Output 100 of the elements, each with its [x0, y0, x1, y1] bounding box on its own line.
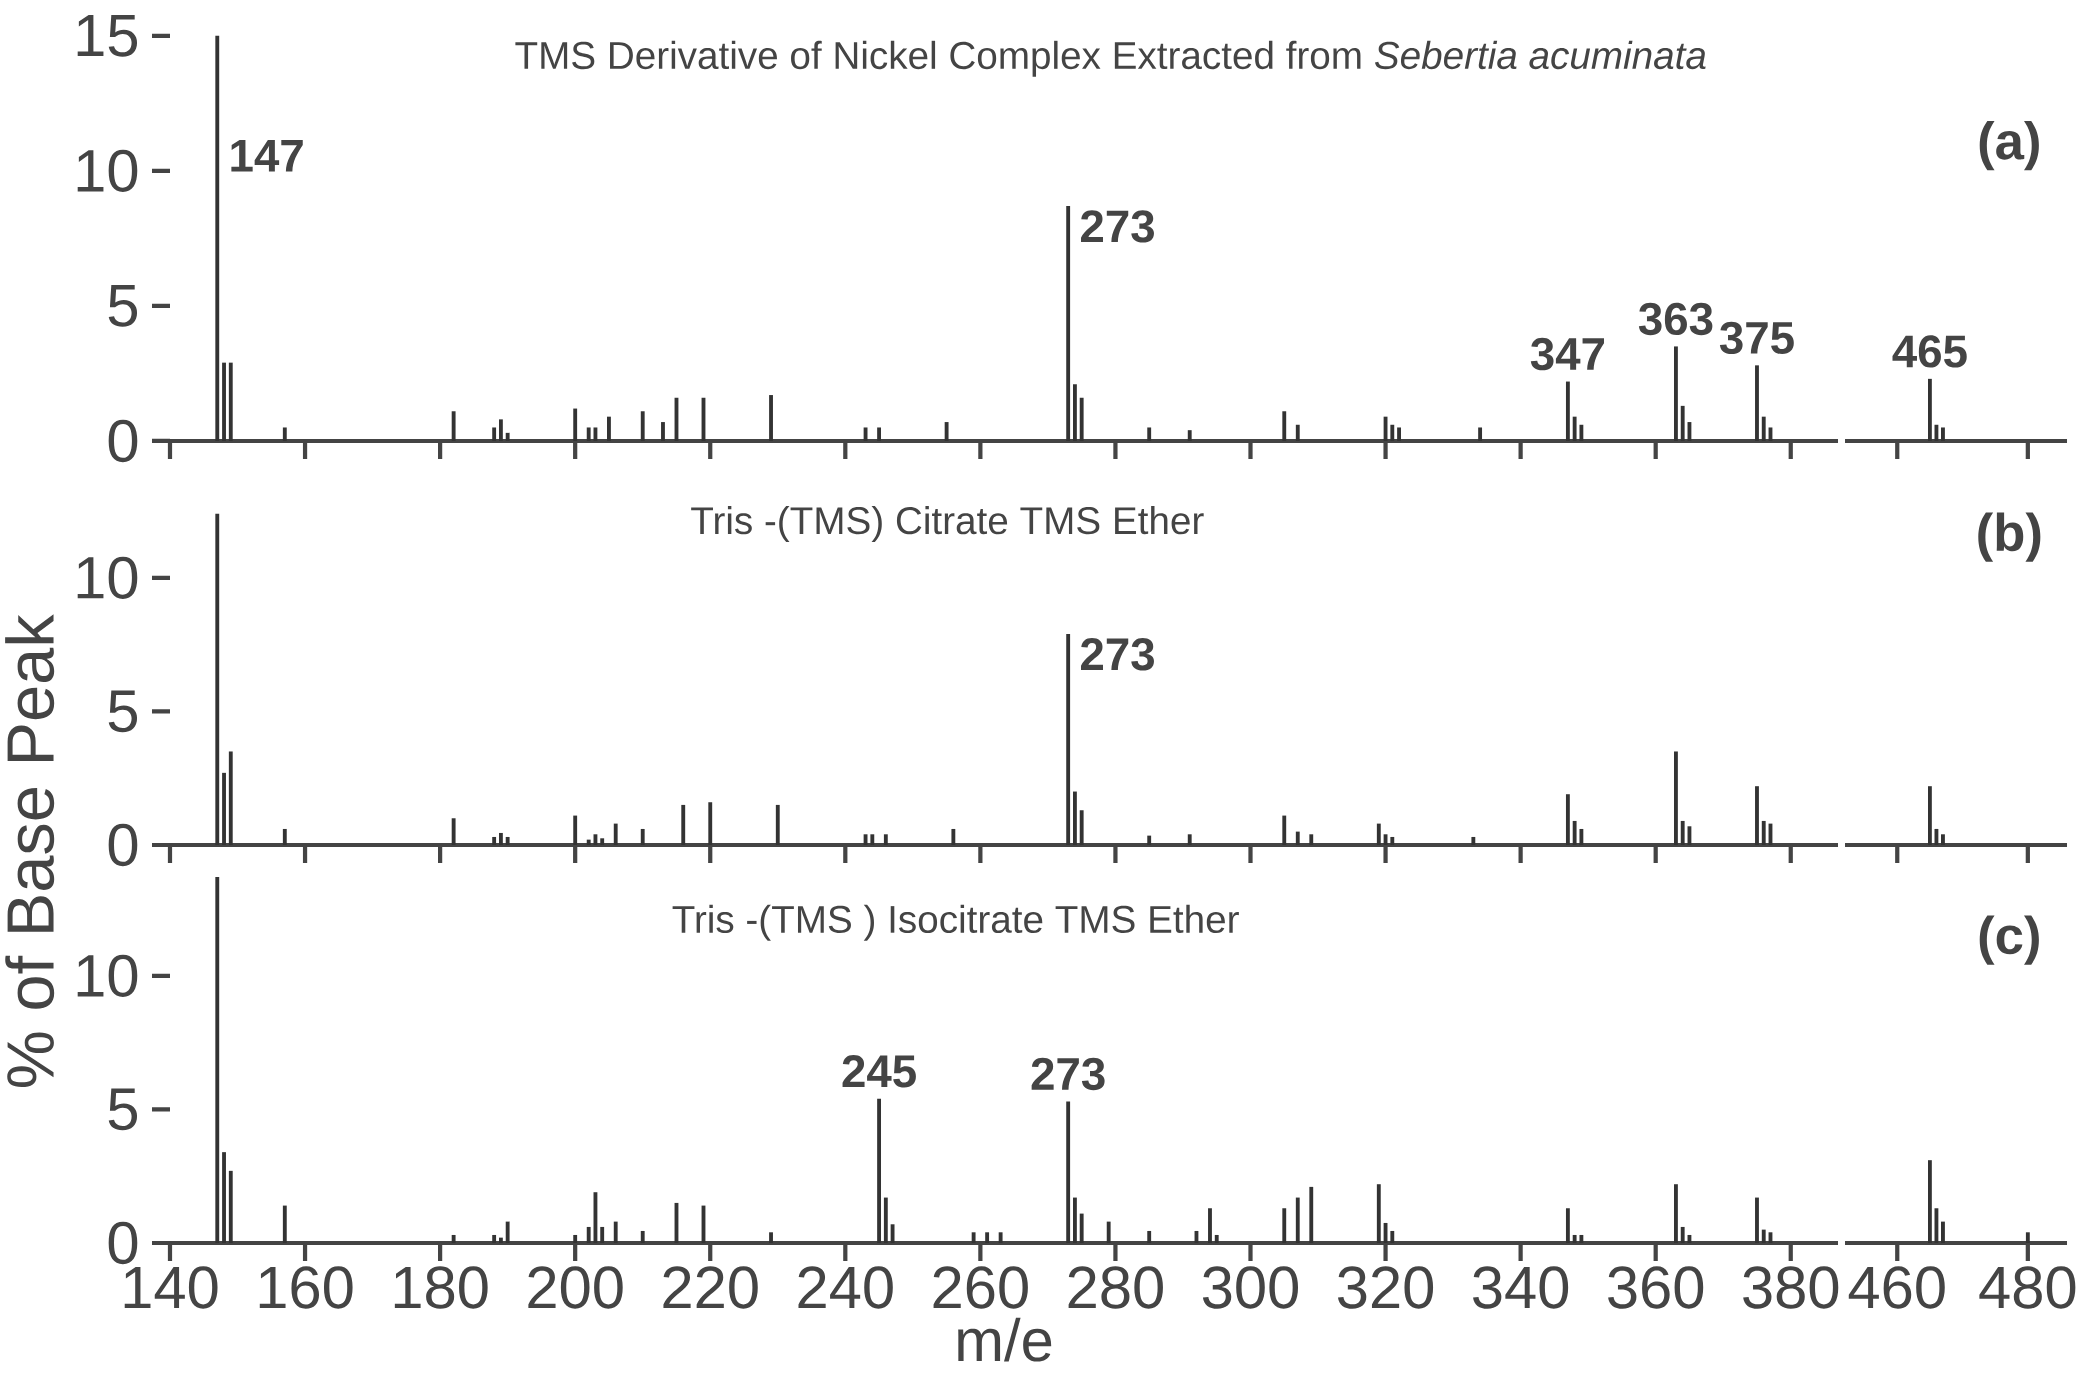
bar: [1214, 1234, 1219, 1243]
bar: [586, 839, 591, 845]
bar: [1066, 1101, 1071, 1243]
bar: [1674, 346, 1678, 441]
bar: [222, 1152, 226, 1243]
bar: [613, 1221, 618, 1243]
bar: [228, 362, 233, 441]
bar: [1309, 1186, 1314, 1243]
bar: [1295, 424, 1300, 441]
bar: [215, 513, 220, 845]
y-axis-title: % of Base Peak: [5, 614, 55, 1088]
bar: [1309, 834, 1314, 845]
bar: [883, 834, 888, 845]
bar: [492, 1234, 497, 1243]
bar: [228, 751, 233, 845]
y-tick-label: 5: [108, 1088, 138, 1131]
bar: [1282, 411, 1287, 441]
y-tick-label: 10: [77, 149, 138, 193]
x-tick-label: 460: [1848, 1266, 1945, 1309]
annotation: 375: [1719, 321, 1794, 355]
bar: [1066, 205, 1071, 441]
bar: [1295, 831, 1300, 845]
bar: [492, 427, 497, 441]
bar: [228, 1170, 233, 1243]
bar: [222, 772, 226, 845]
bar: [498, 419, 503, 441]
bar: [573, 815, 578, 845]
bar: [2025, 1232, 2030, 1243]
bar: [1674, 751, 1678, 845]
x-tick-label: 240: [798, 1266, 893, 1309]
y-tick-label: 10: [77, 954, 138, 998]
bar: [1072, 791, 1077, 845]
bar: [1376, 823, 1381, 845]
bar: [1079, 1213, 1084, 1243]
x-tick-label: 180: [394, 1266, 488, 1309]
bar: [1680, 1226, 1685, 1243]
bar: [1282, 1208, 1287, 1243]
bar: [1674, 1184, 1678, 1243]
bar: [890, 1224, 895, 1243]
bar: [1471, 836, 1476, 845]
x-tick-label: 200: [528, 1266, 623, 1309]
annotation: 347: [1530, 337, 1605, 371]
bar: [1572, 1234, 1577, 1243]
bar: [282, 427, 287, 441]
bar: [1565, 381, 1570, 441]
bar: [1282, 815, 1287, 845]
bar: [640, 411, 645, 441]
bar: [505, 1221, 510, 1243]
annotation: 363: [1638, 302, 1713, 336]
bar: [883, 1197, 888, 1243]
x-tick-label: 340: [1473, 1266, 1569, 1309]
bar: [971, 1232, 976, 1243]
bar: [769, 395, 773, 441]
bar: [1208, 1208, 1212, 1243]
bar: [1376, 1184, 1381, 1243]
bar: [613, 823, 618, 845]
bar: [1941, 1221, 1945, 1243]
bar: [1927, 1160, 1932, 1243]
bar: [1390, 424, 1395, 441]
y-tick-label: 15: [77, 14, 138, 57]
bar: [944, 422, 949, 441]
bar: [863, 834, 868, 845]
x-tick-label: 220: [663, 1266, 758, 1309]
annotation: 245: [842, 1055, 916, 1088]
annotation: (a): [1979, 121, 2039, 171]
bar: [1761, 820, 1766, 845]
bar: [1187, 430, 1192, 441]
bar: [1147, 427, 1152, 441]
bar: [600, 1226, 605, 1243]
bar: [498, 832, 503, 845]
bar: [451, 818, 456, 845]
bar: [215, 35, 220, 441]
annotation: 273: [1081, 210, 1154, 243]
bar: [215, 877, 220, 1243]
annotation: 273: [1031, 1057, 1105, 1091]
bar: [661, 422, 665, 441]
x-tick-label: 380: [1743, 1266, 1839, 1309]
bar: [1478, 427, 1483, 441]
bar: [877, 1098, 882, 1243]
bar: [1295, 1197, 1300, 1243]
bar: [985, 1232, 990, 1243]
y-tick-label: 5: [108, 285, 138, 327]
bar: [640, 828, 645, 845]
bar: [1147, 1230, 1152, 1243]
bar: [505, 432, 510, 441]
bar: [1761, 416, 1766, 441]
x-axis-title: m/e: [958, 1317, 1052, 1362]
bar: [1079, 397, 1084, 441]
bar: [998, 1232, 1003, 1243]
annotation: 147: [231, 140, 303, 172]
x-tick-label: 160: [259, 1266, 353, 1309]
y-tick-label: 0: [108, 419, 138, 463]
bar: [1579, 828, 1584, 845]
y-tick-label: 0: [108, 1221, 138, 1265]
chart-title: Tris -(TMS) Citrate TMS Ether: [691, 505, 1204, 542]
bar: [1755, 1197, 1759, 1243]
y-tick-label: 10: [77, 556, 138, 599]
bar: [586, 1226, 591, 1243]
bar: [870, 834, 875, 845]
bar: [1579, 1234, 1584, 1243]
